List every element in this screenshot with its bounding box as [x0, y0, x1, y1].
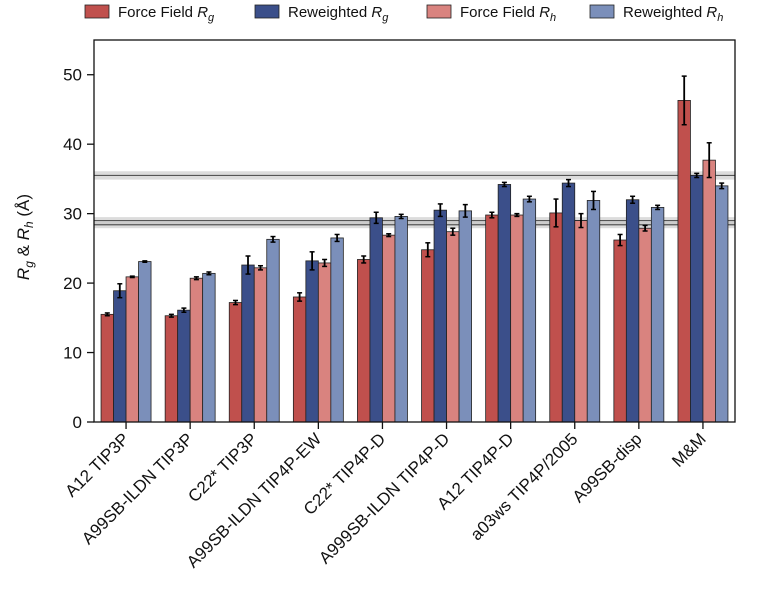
- bars: [100, 75, 729, 423]
- x-tick-label: a03ws TIP4P/2005: [467, 429, 582, 544]
- bar: [561, 182, 576, 423]
- y-tick-label: 10: [63, 344, 82, 363]
- bar: [421, 249, 435, 423]
- legend-label: Force Field Rg: [118, 4, 215, 24]
- bar: [677, 100, 691, 423]
- x-tick-label: A99SB-disp: [569, 429, 646, 506]
- bar: [253, 267, 268, 423]
- bar: [202, 272, 216, 423]
- legend-swatch: [84, 4, 110, 19]
- bar: [638, 227, 652, 423]
- bar: [125, 276, 139, 423]
- x-tick-label: M&M: [668, 429, 709, 470]
- bar: [292, 296, 307, 423]
- bar: [522, 198, 537, 423]
- bar: [485, 214, 499, 423]
- y-tick-label: 30: [63, 205, 82, 224]
- bar: [138, 261, 152, 423]
- legend-label: Reweighted Rg: [288, 4, 389, 24]
- y-tick-label: 20: [63, 274, 82, 293]
- bar: [549, 212, 563, 423]
- legend: Force Field Rg Reweighted Rg Force Field R…: [84, 4, 723, 24]
- legend-swatch: [426, 4, 452, 19]
- x-tick-label: A999SB-ILDN TIP4P-D: [315, 429, 453, 567]
- legend-swatch: [589, 4, 615, 19]
- bar: [189, 277, 204, 423]
- bar: [305, 260, 319, 423]
- bar: [613, 239, 627, 423]
- bar: [113, 290, 127, 423]
- bar: [164, 315, 179, 423]
- bar: [702, 159, 716, 423]
- bar: [510, 214, 524, 423]
- legend-label: Reweighted Rh: [623, 4, 723, 24]
- bar: [690, 175, 704, 423]
- legend-swatch: [254, 4, 280, 19]
- axes: 0 10 20 30 40 50: [63, 39, 736, 432]
- bar: [497, 184, 512, 423]
- bar: [382, 234, 396, 423]
- y-tick-label: 0: [73, 413, 82, 432]
- bar: [330, 237, 344, 423]
- bar: [394, 216, 408, 423]
- bar: [266, 238, 280, 423]
- y-tick-label: 40: [63, 135, 82, 154]
- bar: [228, 302, 243, 423]
- bar: [369, 217, 383, 423]
- bar: [650, 206, 665, 423]
- bar: [100, 313, 114, 423]
- bar: [317, 262, 332, 423]
- legend-label: Force Field Rh: [460, 4, 556, 24]
- bar: [446, 231, 460, 423]
- bar: [715, 185, 729, 423]
- y-axis-title: Rg & Rh (Å): [14, 194, 36, 280]
- bar: [586, 200, 601, 423]
- x-tick-label: A99SB-ILDN TIP3P: [78, 429, 197, 548]
- bar: [458, 210, 472, 423]
- bar: [574, 220, 588, 423]
- bar: [357, 259, 371, 423]
- y-axis-label: Rg & Rh (Å): [14, 194, 36, 280]
- bar: [433, 209, 447, 423]
- plot-frame: [93, 39, 736, 423]
- bar: [177, 309, 191, 423]
- bar: [625, 199, 640, 423]
- bar: [241, 264, 255, 423]
- y-tick-label: 50: [63, 66, 82, 85]
